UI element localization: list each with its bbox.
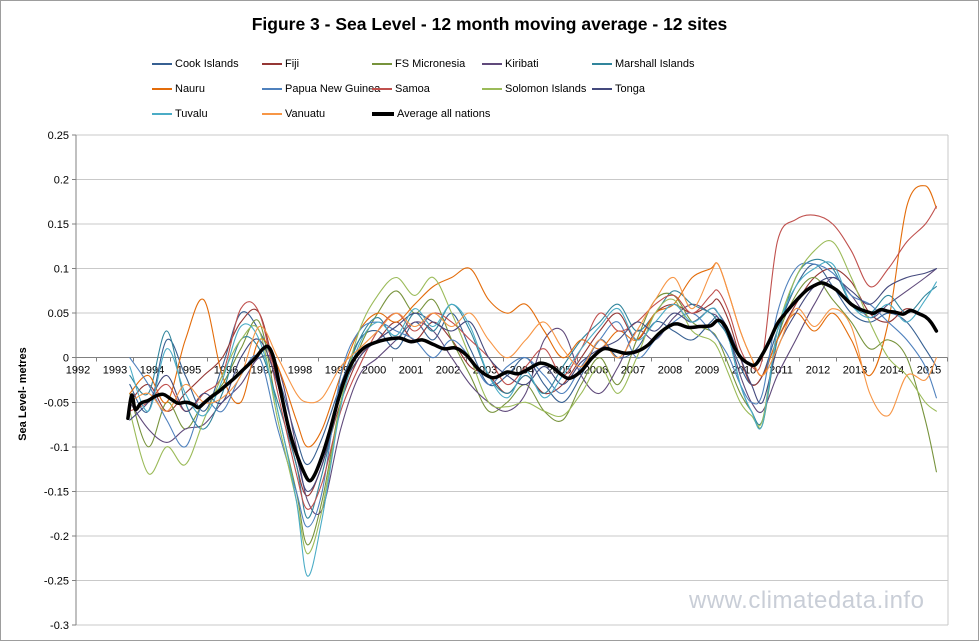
series-line-average-all-nations [126, 281, 939, 483]
y-tick-label: -0.2 [50, 531, 69, 543]
series-line-samoa [129, 205, 937, 510]
series-line-tuvalu [129, 261, 937, 577]
legend-label: Vanuatu [285, 107, 326, 120]
gridlines [76, 134, 949, 626]
legend-label: Cook Islands [175, 57, 239, 70]
legend-label: Kiribati [505, 57, 539, 70]
series-line-marshall-islands [129, 258, 937, 519]
y-tick-label: 0.2 [54, 175, 69, 187]
x-tick-label: 2001 [399, 365, 423, 377]
legend-item-average-all-nations: Average all nations [372, 107, 490, 120]
x-tick-label: 2008 [658, 365, 682, 377]
legend-item-fiji: Fiji [262, 57, 372, 70]
legend-label: Fiji [285, 57, 300, 70]
legend-item-vanuatu: Vanuatu [262, 107, 372, 120]
y-tick-label: -0.25 [44, 575, 69, 587]
legend-label: Papua New Guinea [285, 82, 381, 95]
y-tick-label: 0.05 [48, 308, 69, 320]
y-tick-label: -0.3 [50, 620, 69, 632]
x-tick-label: 1995 [177, 365, 201, 377]
x-tick-label: 1992 [66, 365, 90, 377]
x-tick-label: 2000 [362, 365, 386, 377]
legend-item-kiribati: Kiribati [482, 57, 592, 70]
legend-swatch-solomon-islands [482, 87, 502, 90]
series-lines [126, 185, 939, 577]
y-tick-label: -0.05 [44, 397, 69, 409]
legend-swatch-nauru [152, 87, 172, 90]
legend-label: Solomon Islands [505, 82, 587, 95]
legend-swatch-marshall-islands [592, 62, 612, 65]
legend-swatch-vanuatu [262, 112, 282, 115]
legend-label: Marshall Islands [615, 57, 695, 70]
y-tick-label: -0.1 [50, 442, 69, 454]
legend-item-solomon-islands: Solomon Islands [482, 82, 592, 95]
chart-title: Figure 3 - Sea Level - 12 month moving a… [251, 14, 728, 34]
y-tick-label: 0.15 [48, 219, 69, 231]
x-tick-label: 2002 [436, 365, 460, 377]
series-line-kiribati [129, 268, 937, 515]
legend-label: Samoa [395, 82, 430, 95]
legend-swatch-fs-micronesia [372, 62, 392, 65]
y-tick-label: 0.25 [48, 130, 69, 142]
y-tick-label: -0.15 [44, 486, 69, 498]
series-line-tonga [129, 268, 937, 492]
x-tick-label: 1998 [288, 365, 312, 377]
legend-swatch-tonga [592, 87, 612, 90]
legend-swatch-cook-islands [152, 62, 172, 65]
watermark: www.climatedata.info [689, 587, 925, 614]
legend-item-samoa: Samoa [372, 82, 482, 95]
legend-item-nauru: Nauru [152, 82, 262, 95]
legend-item-cook-islands: Cook Islands [152, 57, 262, 70]
legend-item-tuvalu: Tuvalu [152, 107, 262, 120]
legend-item-papua-new-guinea: Papua New Guinea [262, 82, 380, 95]
y-tick-label: 0 [63, 353, 69, 365]
x-tick-label: 2014 [880, 365, 904, 377]
x-tick-label: 2012 [806, 365, 830, 377]
legend-item-marshall-islands: Marshall Islands [592, 57, 702, 70]
legend-swatch-kiribati [482, 62, 502, 65]
x-tick-label: 1993 [103, 365, 127, 377]
x-tick-label: 2015 [917, 365, 941, 377]
series-line-solomon-islands [129, 240, 937, 555]
series-line-vanuatu [129, 262, 937, 417]
series-line-fiji [129, 267, 937, 497]
legend-item-tonga: Tonga [592, 82, 702, 95]
legend-item-fs-micronesia: FS Micronesia [372, 57, 482, 70]
legend-swatch-average-all-nations [372, 111, 394, 116]
x-tick-label: 2009 [695, 365, 719, 377]
legend-label: Tuvalu [175, 107, 208, 120]
legend-swatch-fiji [262, 62, 282, 65]
legend-label: FS Micronesia [395, 57, 466, 70]
legend-swatch-tuvalu [152, 112, 172, 115]
y-axis: 0.25 0.2 0.15 0.1 0.05 0 -0.05 -0.1 -0.15 -0.2 -0.… [44, 130, 77, 632]
series-line-papua-new-guinea [129, 262, 937, 528]
x-tick-label: 2013 [843, 365, 867, 377]
legend-swatch-samoa [372, 87, 392, 90]
chart-legend: Cook Islands Fiji FS Micronesia Kiribati Mar… [152, 57, 702, 120]
legend-swatch-papua-new-guinea [262, 87, 282, 90]
legend-label: Tonga [615, 82, 645, 95]
y-tick-label: 0.1 [54, 264, 69, 276]
legend-label: Average all nations [397, 107, 491, 120]
legend-label: Nauru [175, 82, 205, 95]
x-tick-label: 2011 [769, 365, 793, 377]
